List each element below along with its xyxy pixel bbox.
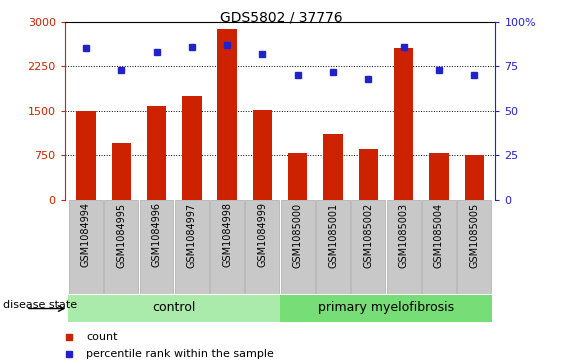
Bar — [147, 106, 166, 200]
Bar — [111, 143, 131, 200]
FancyBboxPatch shape — [68, 295, 280, 322]
Bar — [351, 200, 385, 294]
Text: disease state: disease state — [3, 300, 77, 310]
Bar — [464, 155, 484, 200]
Bar — [76, 111, 96, 200]
Text: GSM1084996: GSM1084996 — [151, 203, 162, 268]
Text: primary myelofibrosis: primary myelofibrosis — [318, 301, 454, 314]
Text: percentile rank within the sample: percentile rank within the sample — [86, 349, 274, 359]
Text: GSM1084999: GSM1084999 — [257, 203, 267, 268]
Bar — [429, 154, 449, 200]
Text: control: control — [153, 301, 196, 314]
Bar — [253, 110, 272, 200]
Bar — [140, 200, 173, 294]
Text: GSM1085002: GSM1085002 — [363, 203, 373, 268]
Text: GDS5802 / 37776: GDS5802 / 37776 — [220, 11, 343, 25]
Bar — [359, 149, 378, 200]
Bar — [104, 200, 138, 294]
Bar — [394, 49, 413, 200]
Bar — [217, 29, 237, 200]
Text: GSM1085000: GSM1085000 — [293, 203, 303, 268]
Text: GSM1084998: GSM1084998 — [222, 203, 232, 268]
Bar — [288, 154, 307, 200]
Text: GSM1084994: GSM1084994 — [81, 203, 91, 268]
Bar — [422, 200, 456, 294]
Bar — [387, 200, 421, 294]
Bar — [182, 96, 202, 200]
Text: GSM1085001: GSM1085001 — [328, 203, 338, 268]
FancyBboxPatch shape — [280, 295, 492, 322]
Bar — [245, 200, 279, 294]
Bar — [210, 200, 244, 294]
Text: GSM1085004: GSM1085004 — [434, 203, 444, 268]
Text: GSM1084997: GSM1084997 — [187, 203, 197, 268]
Text: GSM1084995: GSM1084995 — [116, 203, 126, 268]
Text: GSM1085003: GSM1085003 — [399, 203, 409, 268]
Text: count: count — [86, 332, 118, 342]
Text: GSM1085005: GSM1085005 — [469, 203, 479, 268]
Bar — [323, 134, 343, 200]
Bar — [69, 200, 103, 294]
Bar — [281, 200, 315, 294]
Bar — [175, 200, 209, 294]
Bar — [316, 200, 350, 294]
Bar — [457, 200, 491, 294]
